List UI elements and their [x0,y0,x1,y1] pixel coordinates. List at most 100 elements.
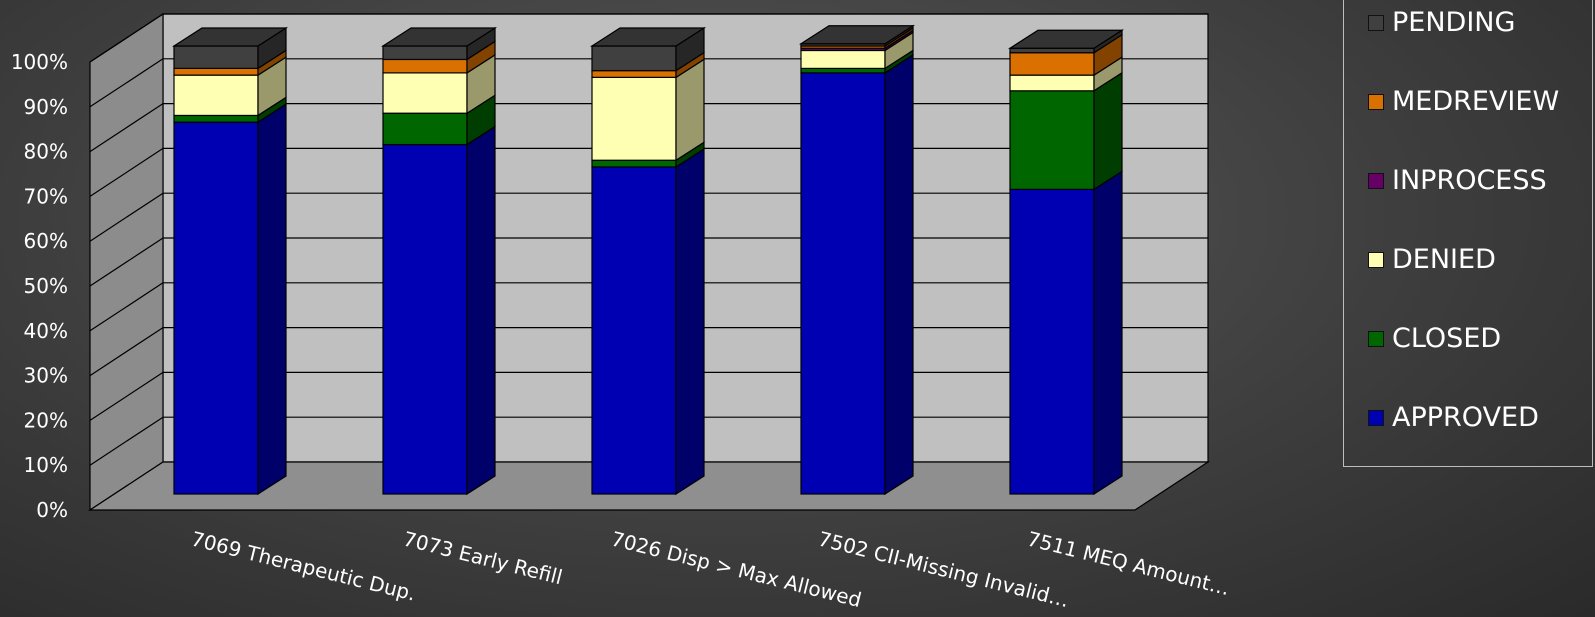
legend-item-approved: APPROVED [1368,402,1539,433]
y-tick-label: 70% [24,184,68,208]
bar-front [591,159,677,168]
bar-pending-2 [382,26,496,61]
y-tick-label: 10% [24,453,68,477]
y-tick-label: 50% [24,274,68,298]
gridline-side [89,147,164,197]
bar-closed-2 [382,94,496,146]
bar-front [382,72,468,114]
bar-approved-4 [800,53,914,496]
bar-approved-2 [382,125,496,496]
legend-swatch [1368,93,1384,110]
bar-front [1009,90,1095,190]
gridline-side [89,237,164,287]
legend-label: APPROVED [1392,402,1539,433]
bar-stack-3 [589,26,707,496]
legend-swatch [1368,409,1384,426]
y-tick-label: 90% [24,95,68,119]
bar-front [173,121,259,495]
bar-front [173,45,259,69]
bar-front [800,49,886,69]
gridline-side [89,58,164,108]
bar-front [1009,52,1095,76]
legend-swatch [1368,14,1384,31]
legend-label: MEDREVIEW [1392,86,1560,117]
bar-stack-2 [380,26,498,496]
legend-item-closed: CLOSED [1368,323,1501,354]
legend-swatch [1368,172,1384,189]
legend-label: CLOSED [1392,323,1502,354]
bar-approved-5 [1009,170,1123,496]
bar-front [382,143,468,495]
bar-stack-1 [171,26,289,496]
bar-denied-5 [1009,56,1123,92]
gridline-side [89,371,164,421]
bar-approved-3 [591,147,705,496]
bars [171,24,1125,496]
bar-front [173,67,259,76]
gridline-side [89,416,164,466]
bar-approved-1 [173,103,287,496]
bar-front [1009,74,1095,92]
bar-pending-3 [591,26,705,72]
bar-denied-3 [591,58,705,162]
bar-stack-4 [798,24,916,496]
bar-front [591,70,677,78]
bar-side [884,53,914,496]
bar-front [800,67,886,74]
bar-denied-2 [382,53,496,115]
gridline-side [89,13,164,63]
bar-side [1093,170,1123,496]
legend-item-medreview: MEDREVIEW [1368,86,1559,117]
x-category-label: 7073 Early Refill [401,527,565,590]
y-tick-label: 60% [24,229,68,253]
gridline-side [89,103,164,153]
bar-front [382,112,468,146]
legend: PENDING MEDREVIEW INPROCESS DENIED CLOSED APP… [1343,0,1593,467]
y-tick-label: 100% [11,50,68,74]
gridline-side [89,282,164,332]
x-category-label: 7069 Therapeutic Dup. [189,527,418,606]
legend-swatch [1368,330,1384,347]
legend-item-inprocess: INPROCESS [1368,165,1547,196]
legend-label: INPROCESS [1392,165,1547,196]
bar-front [591,76,677,161]
bar-side [466,125,496,496]
bar-front [382,45,468,61]
y-tick-label: 0% [36,498,68,522]
bar-front [382,58,468,74]
bar-side [257,103,287,496]
stacked-bar-chart: 0% 10% 20% 30% 40% 50% 60% 70% 80% 90% 100% 7069 T… [11,12,1232,613]
legend-label: DENIED [1392,244,1496,275]
legend-item-denied: DENIED [1368,244,1496,275]
bar-top [171,27,289,47]
bar-denied-4 [800,31,914,70]
bar-front [1009,47,1095,54]
bar-closed-5 [1009,71,1123,191]
bar-top [380,27,498,47]
y-tick-label: 80% [24,140,68,164]
bar-front [173,114,259,123]
bar-top [589,27,707,47]
bar-front [591,166,677,495]
gridline-side [89,327,164,377]
legend-item-pending: PENDING [1368,7,1515,38]
bar-side [1093,71,1123,191]
bar-top [798,25,916,45]
legend-swatch [1368,251,1384,268]
bar-pending-1 [173,26,287,70]
bar-front [800,72,886,495]
bar-front [1009,188,1095,495]
bar-front [591,45,677,72]
y-axis-ticks: 0% 10% 20% 30% 40% 50% 60% 70% 80% 90% 100% [11,50,68,522]
y-tick-label: 40% [24,319,68,343]
legend-label: PENDING [1392,7,1516,38]
gridline-side [89,192,164,242]
bar-stack-5 [1007,29,1125,496]
x-axis-labels: 7069 Therapeutic Dup.7073 Early Refill 70… [189,527,1232,613]
bar-medreview-2 [382,40,496,74]
y-tick-label: 20% [24,408,68,432]
bar-side [675,147,705,496]
y-tick-label: 30% [24,364,68,388]
bar-top [1007,29,1125,49]
bar-front [173,74,259,117]
